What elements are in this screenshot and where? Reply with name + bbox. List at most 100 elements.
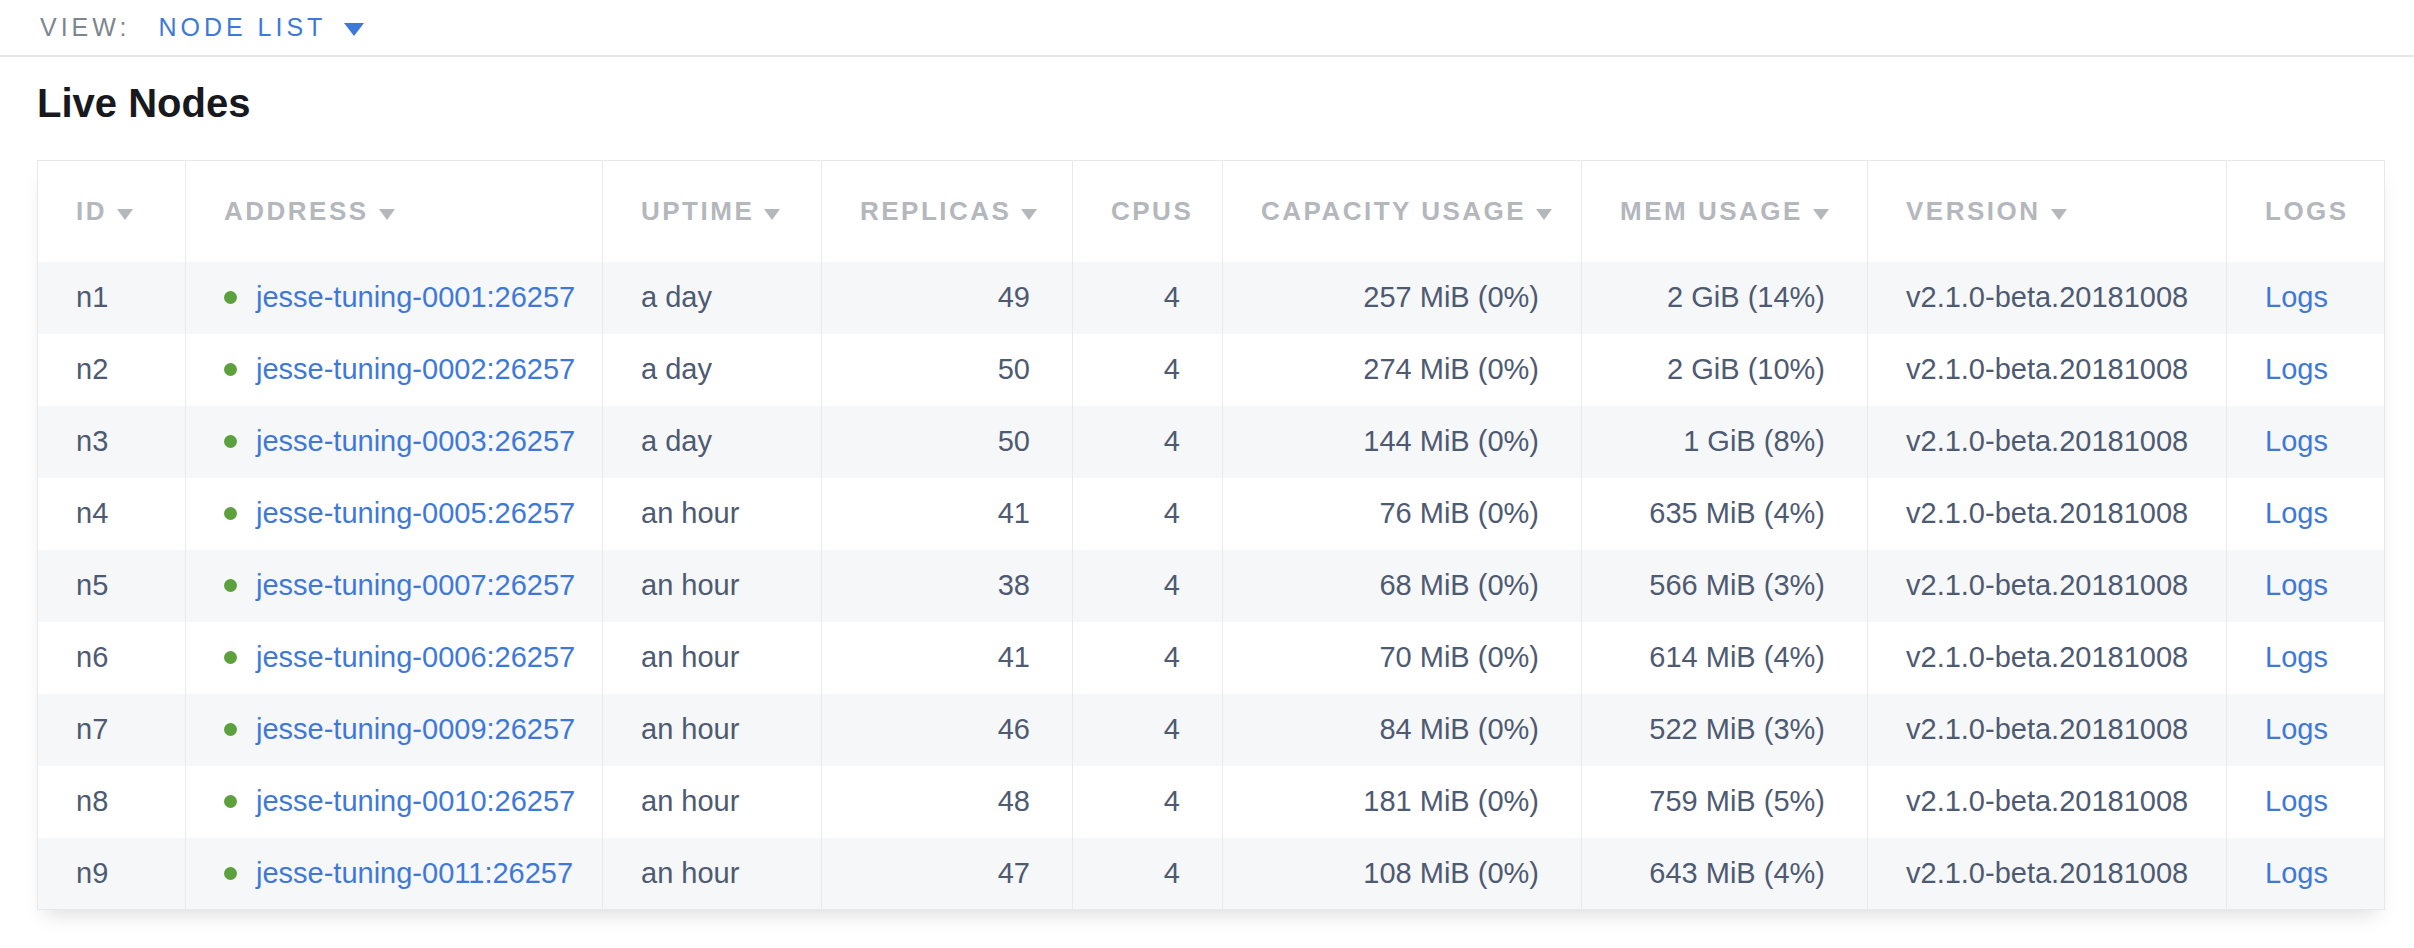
- cell-version: v2.1.0-beta.20181008: [1868, 838, 2227, 910]
- node-address-link[interactable]: jesse-tuning-0005:26257: [256, 497, 575, 529]
- table-row: n9jesse-tuning-0011:26257an hour474108 M…: [38, 838, 2385, 910]
- node-live-dot-icon: [224, 651, 237, 664]
- cell-capacity: 68 MiB (0%): [1223, 550, 1582, 622]
- node-live-dot-icon: [224, 363, 237, 376]
- cell-uptime: an hour: [603, 550, 822, 622]
- cell-version: v2.1.0-beta.20181008: [1868, 406, 2227, 478]
- view-selector[interactable]: NODE LIST: [158, 13, 364, 42]
- column-header-mem-usage[interactable]: MEM USAGE: [1582, 161, 1868, 262]
- main-content: Live Nodes ID ADDRESS UPTIME REPLICAS CP…: [0, 79, 2414, 914]
- cell-mem: 635 MiB (4%): [1582, 478, 1868, 550]
- view-bar: VIEW: NODE LIST: [0, 0, 2414, 57]
- view-label: VIEW:: [40, 13, 130, 42]
- cell-logs: Logs: [2227, 838, 2385, 910]
- cell-capacity: 144 MiB (0%): [1223, 406, 1582, 478]
- cell-mem: 759 MiB (5%): [1582, 766, 1868, 838]
- cell-logs: Logs: [2227, 550, 2385, 622]
- node-address-link[interactable]: jesse-tuning-0002:26257: [256, 353, 575, 385]
- table-row: n1 jesse-tuning-0001:26257 a day494257 MiB…: [38, 262, 2385, 334]
- node-logs-link[interactable]: Logs: [2265, 641, 2328, 673]
- cell-address: jesse-tuning-0010:26257: [186, 766, 603, 838]
- view-selected-value[interactable]: NODE LIST: [158, 13, 326, 42]
- cell-version: v2.1.0-beta.20181008: [1868, 694, 2227, 766]
- cell-uptime: an hour: [603, 478, 822, 550]
- cell-address: jesse-tuning-0001:26257: [186, 262, 603, 334]
- cell-cpus: 4: [1073, 478, 1223, 550]
- node-address-link[interactable]: jesse-tuning-0006:26257: [256, 641, 575, 673]
- cell-mem: 614 MiB (4%): [1582, 622, 1868, 694]
- table-row: n2jesse-tuning-0002:26257a day504274 MiB…: [38, 334, 2385, 406]
- node-logs-link[interactable]: Logs: [2265, 713, 2328, 745]
- cell-capacity: 181 MiB (0%): [1223, 766, 1582, 838]
- node-address-link[interactable]: jesse-tuning-0001:26257: [256, 281, 575, 313]
- column-header-address[interactable]: ADDRESS: [186, 161, 603, 262]
- cell-address: jesse-tuning-0003:26257: [186, 406, 603, 478]
- cell-replicas: 41: [822, 478, 1073, 550]
- cell-cpus: 4: [1073, 334, 1223, 406]
- table-row: n6jesse-tuning-0006:26257an hour41470 Mi…: [38, 622, 2385, 694]
- column-header-id[interactable]: ID: [38, 161, 186, 262]
- cell-version: v2.1.0-beta.20181008: [1868, 550, 2227, 622]
- sort-desc-icon: [764, 209, 780, 220]
- cell-logs: Logs: [2227, 766, 2385, 838]
- sort-desc-icon: [117, 209, 133, 220]
- cell-capacity: 257 MiB (0%): [1223, 262, 1582, 334]
- cell-logs: Logs: [2227, 622, 2385, 694]
- cell-address: jesse-tuning-0011:26257: [186, 838, 603, 910]
- node-address-link[interactable]: jesse-tuning-0003:26257: [256, 425, 575, 457]
- cell-cpus: 4: [1073, 622, 1223, 694]
- cell-replicas: 47: [822, 838, 1073, 910]
- cell-mem: 566 MiB (3%): [1582, 550, 1868, 622]
- node-live-dot-icon: [224, 795, 237, 808]
- cell-cpus: 4: [1073, 694, 1223, 766]
- column-header-uptime[interactable]: UPTIME: [603, 161, 822, 262]
- cell-address: jesse-tuning-0009:26257: [186, 694, 603, 766]
- table-row: n5jesse-tuning-0007:26257an hour38468 Mi…: [38, 550, 2385, 622]
- cell-mem: 1 GiB (8%): [1582, 406, 1868, 478]
- cell-address: jesse-tuning-0006:26257: [186, 622, 603, 694]
- cell-logs: Logs: [2227, 262, 2385, 334]
- node-logs-link[interactable]: Logs: [2265, 497, 2328, 529]
- page-title: Live Nodes: [37, 79, 2386, 127]
- column-header-label: VERSION: [1906, 196, 2041, 226]
- column-header-cpus: CPUS: [1073, 161, 1223, 262]
- node-live-dot-icon: [224, 579, 237, 592]
- sort-desc-icon: [1813, 209, 1829, 220]
- cell-cpus: 4: [1073, 262, 1223, 334]
- node-live-dot-icon: [224, 291, 237, 304]
- table-row: n4jesse-tuning-0005:26257an hour41476 Mi…: [38, 478, 2385, 550]
- node-logs-link[interactable]: Logs: [2265, 353, 2328, 385]
- cell-replicas: 49: [822, 262, 1073, 334]
- cell-id: n6: [38, 622, 186, 694]
- cell-address: jesse-tuning-0002:26257: [186, 334, 603, 406]
- cell-logs: Logs: [2227, 694, 2385, 766]
- node-logs-link[interactable]: Logs: [2265, 857, 2328, 889]
- column-header-replicas[interactable]: REPLICAS: [822, 161, 1073, 262]
- node-logs-link[interactable]: Logs: [2265, 425, 2328, 457]
- node-address-link[interactable]: jesse-tuning-0010:26257: [256, 785, 575, 817]
- node-logs-link[interactable]: Logs: [2265, 569, 2328, 601]
- cell-version: v2.1.0-beta.20181008: [1868, 334, 2227, 406]
- cell-replicas: 50: [822, 406, 1073, 478]
- cell-uptime: a day: [603, 262, 822, 334]
- cell-id: n1: [38, 262, 186, 334]
- node-address-link[interactable]: jesse-tuning-0011:26257: [256, 857, 573, 889]
- cell-cpus: 4: [1073, 838, 1223, 910]
- node-logs-link[interactable]: Logs: [2265, 281, 2328, 313]
- cell-id: n2: [38, 334, 186, 406]
- cell-id: n5: [38, 550, 186, 622]
- node-logs-link[interactable]: Logs: [2265, 785, 2328, 817]
- column-header-capacity-usage[interactable]: CAPACITY USAGE: [1223, 161, 1582, 262]
- node-address-link[interactable]: jesse-tuning-0009:26257: [256, 713, 575, 745]
- column-header-version[interactable]: VERSION: [1868, 161, 2227, 262]
- cell-logs: Logs: [2227, 406, 2385, 478]
- cell-version: v2.1.0-beta.20181008: [1868, 262, 2227, 334]
- cell-mem: 2 GiB (10%): [1582, 334, 1868, 406]
- cell-replicas: 46: [822, 694, 1073, 766]
- table-row: n7jesse-tuning-0009:26257an hour46484 Mi…: [38, 694, 2385, 766]
- node-address-link[interactable]: jesse-tuning-0007:26257: [256, 569, 575, 601]
- cell-id: n9: [38, 838, 186, 910]
- cell-id: n4: [38, 478, 186, 550]
- cell-address: jesse-tuning-0005:26257: [186, 478, 603, 550]
- table-row: n8jesse-tuning-0010:26257an hour484181 M…: [38, 766, 2385, 838]
